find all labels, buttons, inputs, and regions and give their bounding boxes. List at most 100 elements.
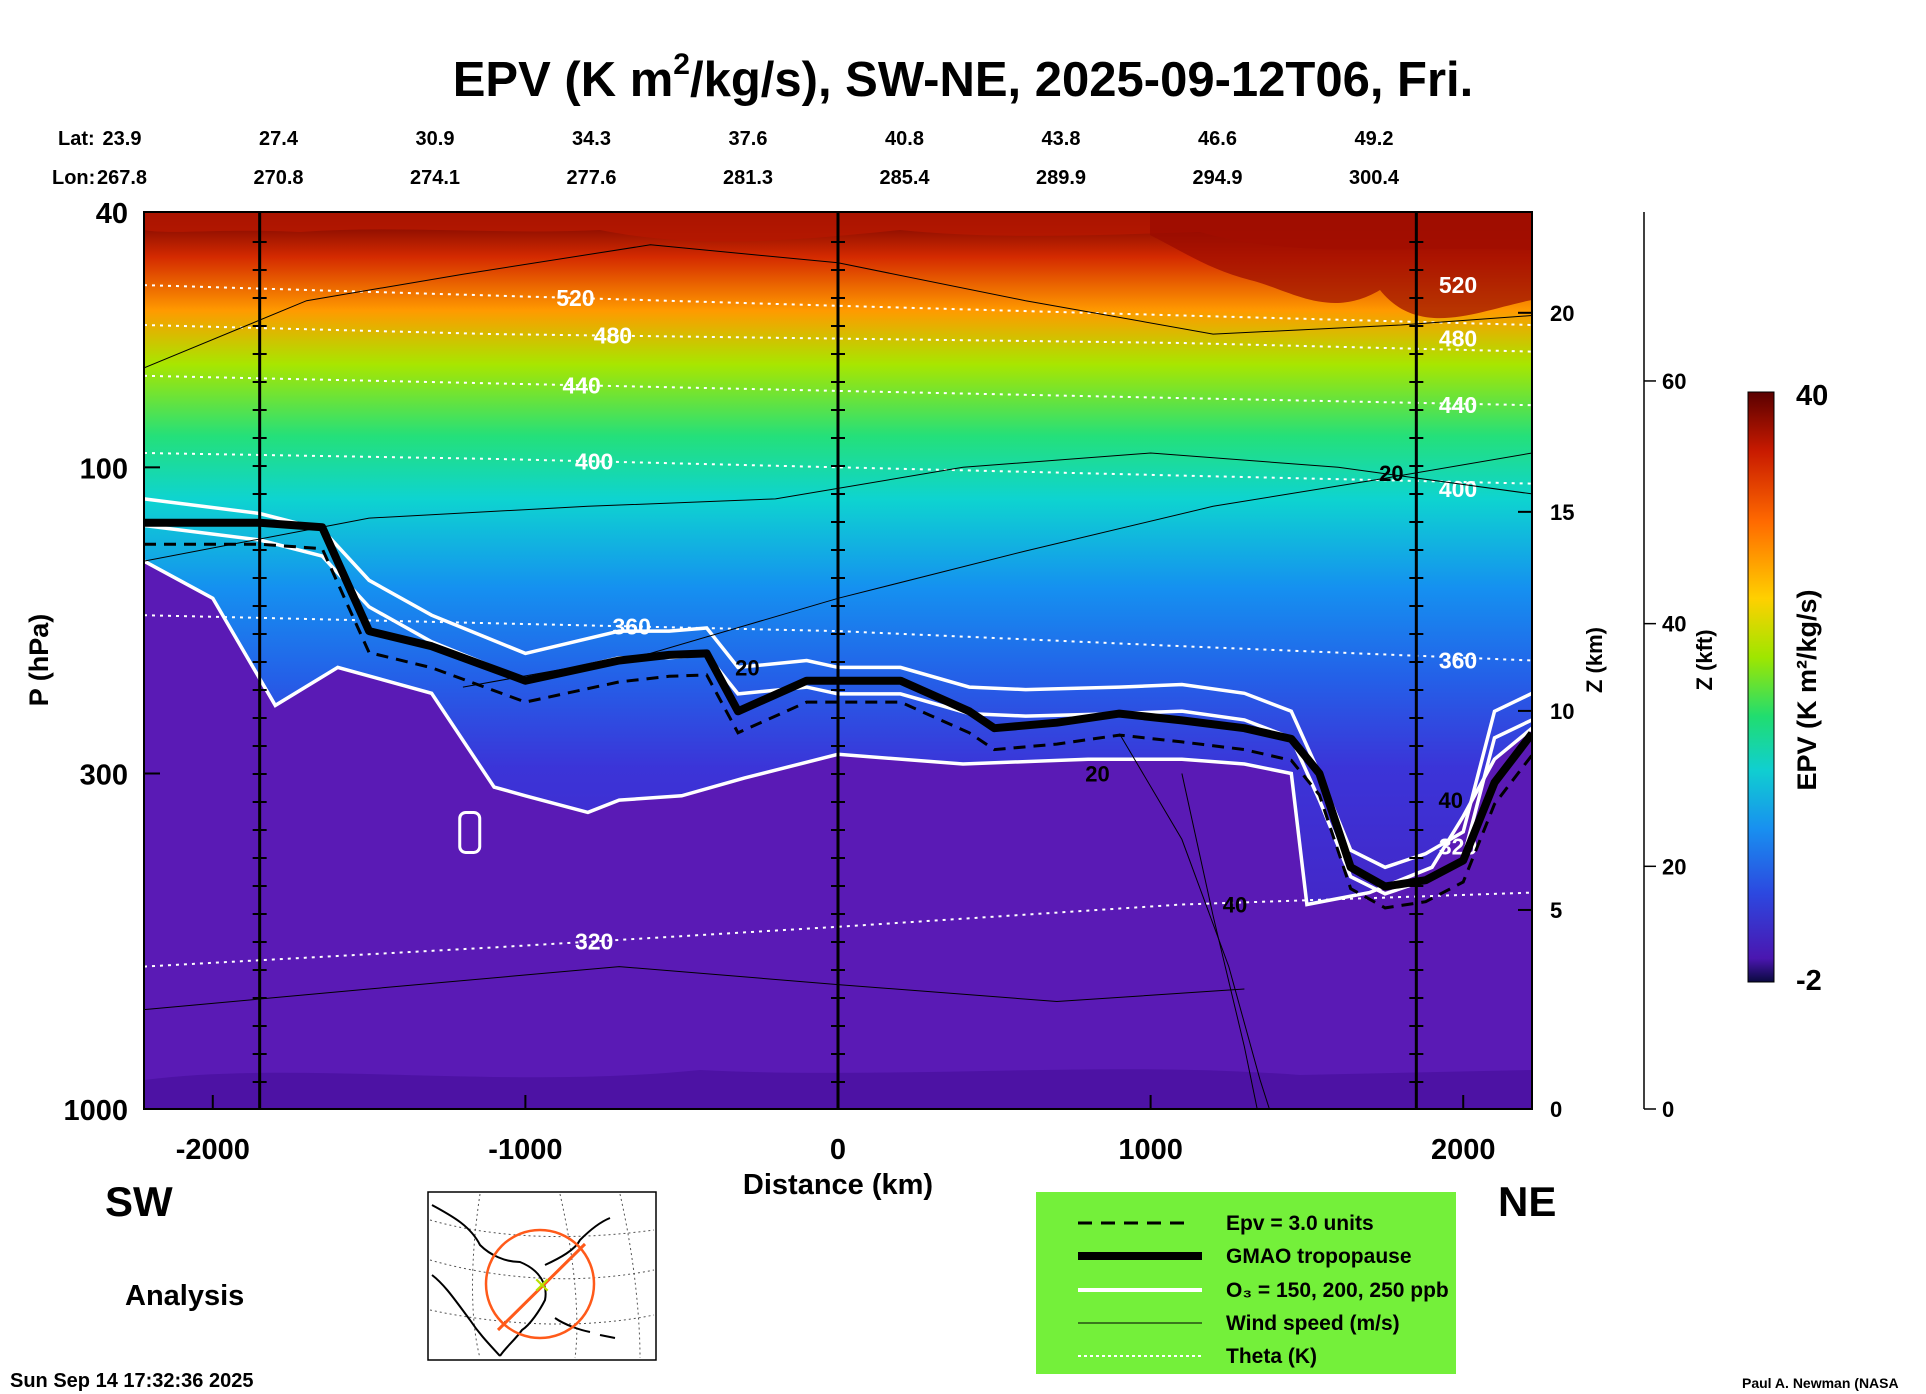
epv-high-right <box>1150 212 1532 319</box>
theta-contour-label: 440 <box>1439 392 1477 418</box>
wind-speed-contour <box>462 452 1532 688</box>
y-axis-tick-label: 300 <box>80 759 128 791</box>
theta-contour <box>144 374 1532 407</box>
lon-label: Lon: <box>52 167 95 189</box>
y-axis-tick-label: 1000 <box>63 1095 128 1127</box>
x-axis-tick-label: 2000 <box>1431 1134 1496 1166</box>
theta-contour-label: 320 <box>575 928 613 954</box>
x-axis-tick-label: -2000 <box>176 1134 250 1166</box>
x-axis-tick-label: 1000 <box>1118 1134 1183 1166</box>
legend: Epv = 3.0 units GMAO tropopause O₃ = 150… <box>1036 1192 1456 1374</box>
inset-map-frame <box>427 1191 657 1361</box>
sw-label: SW <box>105 1178 173 1225</box>
z-kft-tick-label: 20 <box>1662 854 1686 879</box>
z-km-tick-label: 15 <box>1550 500 1574 525</box>
inset-map: ✕ <box>427 1191 657 1361</box>
colorbar <box>1747 391 1775 983</box>
z-kft-tick-label: 40 <box>1662 612 1686 637</box>
y-axis-label: P (hPa) <box>24 614 54 707</box>
ne-label: NE <box>1498 1178 1556 1225</box>
theta-contour <box>144 614 1532 662</box>
colorbar-max-label: 40 <box>1796 380 1828 412</box>
map-range-circle <box>484 1228 596 1340</box>
z-kft-tick-label: 0 <box>1662 1097 1674 1122</box>
wind-speed-contour <box>144 452 1532 562</box>
timestamp: Sun Sep 14 17:32:36 2025 <box>10 1370 253 1392</box>
wind-speed-contour <box>144 966 1245 1011</box>
z-km-tick-label: 0 <box>1550 1097 1562 1122</box>
z-kft-axis: 0 20 40 60 <box>1643 212 1686 1122</box>
analysis-label: Analysis <box>125 1280 244 1312</box>
ozone-blob <box>458 810 482 854</box>
lon-tick-label: 281.3 <box>723 167 773 189</box>
lon-tick-labels: 267.8 270.8 274.1 277.6 281.3 285.4 289.9 294.9… <box>97 167 1400 189</box>
lat-tick-label: 49.2 <box>1355 128 1394 150</box>
lat-tick-labels: 23.9 27.4 30.9 34.3 37.6 40.8 43.8 46.6 49.2 <box>103 128 1394 150</box>
z-km-axis-label: Z (km) <box>1582 627 1607 693</box>
y-axis-tick-label: 100 <box>80 453 128 485</box>
lat-tick-label: 30.9 <box>416 128 455 150</box>
plot-overlays: 5204804404003603205204804404003603202020… <box>144 212 1532 1109</box>
lat-tick-label: 46.6 <box>1198 128 1237 150</box>
lat-tick-label: 23.9 <box>103 128 142 150</box>
legend-label-wind: Wind speed (m/s) <box>1226 1312 1400 1335</box>
lat-tick-label: 40.8 <box>885 128 924 150</box>
lon-tick-label: 270.8 <box>253 167 303 189</box>
theta-contour-label: 520 <box>556 285 594 311</box>
theta-contour-label: 360 <box>1439 648 1477 674</box>
ozone-contour-150 <box>144 497 1532 870</box>
theta-contour-label: 400 <box>1439 476 1477 502</box>
z-km-tick-label: 5 <box>1550 898 1562 923</box>
colorbar-label: EPV (K m²/kg/s) <box>1792 589 1822 790</box>
epv-3-contour <box>144 542 1532 910</box>
wind-speed-contour <box>1181 773 1258 1109</box>
legend-label-theta: Theta (K) <box>1226 1345 1317 1368</box>
gmao-tropopause <box>144 518 1532 891</box>
legend-label-tropopause: GMAO tropopause <box>1226 1245 1412 1268</box>
theta-contour <box>144 324 1532 353</box>
lon-tick-label: 267.8 <box>97 167 147 189</box>
x-axis-tick-label: 0 <box>830 1134 846 1166</box>
wind-speed-label: 40 <box>1223 892 1247 917</box>
y-axis: 40 100 300 1000 <box>63 198 160 1127</box>
wind-speed-label: 20 <box>1379 461 1403 486</box>
wind-speed-label: 20 <box>735 655 759 680</box>
theta-contour <box>144 891 1532 968</box>
lat-tick-label: 27.4 <box>259 128 299 150</box>
theta-contour-label: 440 <box>562 372 600 398</box>
map-transect-line <box>496 1242 587 1332</box>
theta-contour-label: 480 <box>1439 326 1477 352</box>
z-km-axis: 0 5 10 15 20 <box>1518 301 1574 1122</box>
theta-contour <box>144 284 1532 326</box>
x-axis: -2000 -1000 0 1000 2000 <box>176 1095 1496 1166</box>
wind-speed-label: 20 <box>1085 761 1109 786</box>
lon-tick-label: 300.4 <box>1349 167 1400 189</box>
credit: Paul A. Newman (NASA <box>1742 1375 1899 1391</box>
z-km-tick-label: 10 <box>1550 699 1574 724</box>
lat-tick-label: 34.3 <box>572 128 611 150</box>
theta-contour-label: 400 <box>575 448 613 474</box>
lon-tick-label: 289.9 <box>1036 167 1086 189</box>
x-axis-tick-label: -1000 <box>488 1134 562 1166</box>
theta-contour-label: 480 <box>594 323 632 349</box>
wind-speed-label: 40 <box>1438 788 1462 813</box>
legend-label-ozone: O₃ = 150, 200, 250 ppb <box>1226 1279 1449 1302</box>
map-graticule <box>429 1193 655 1359</box>
lat-tick-label: 37.6 <box>729 128 768 150</box>
z-kft-axis-label: Z (kft) <box>1692 629 1717 690</box>
lon-tick-label: 277.6 <box>566 167 616 189</box>
map-coastline <box>431 1204 616 1357</box>
lon-tick-label: 274.1 <box>410 167 460 189</box>
x-axis-label: Distance (km) <box>743 1169 933 1201</box>
lon-tick-label: 294.9 <box>1192 167 1242 189</box>
chart-title: EPV (K m2/kg/s), SW-NE, 2025-09-12T06, F… <box>453 48 1474 107</box>
lat-label: Lat: <box>58 128 95 150</box>
z-kft-tick-label: 60 <box>1662 369 1686 394</box>
z-km-tick-label: 20 <box>1550 301 1574 326</box>
legend-label-epv: Epv = 3.0 units <box>1226 1212 1374 1235</box>
theta-contour-label: 360 <box>612 613 650 639</box>
wind-speed-contour <box>1118 733 1270 1109</box>
map-center-marker: ✕ <box>533 1273 551 1298</box>
colorbar-min-label: -2 <box>1796 965 1822 997</box>
